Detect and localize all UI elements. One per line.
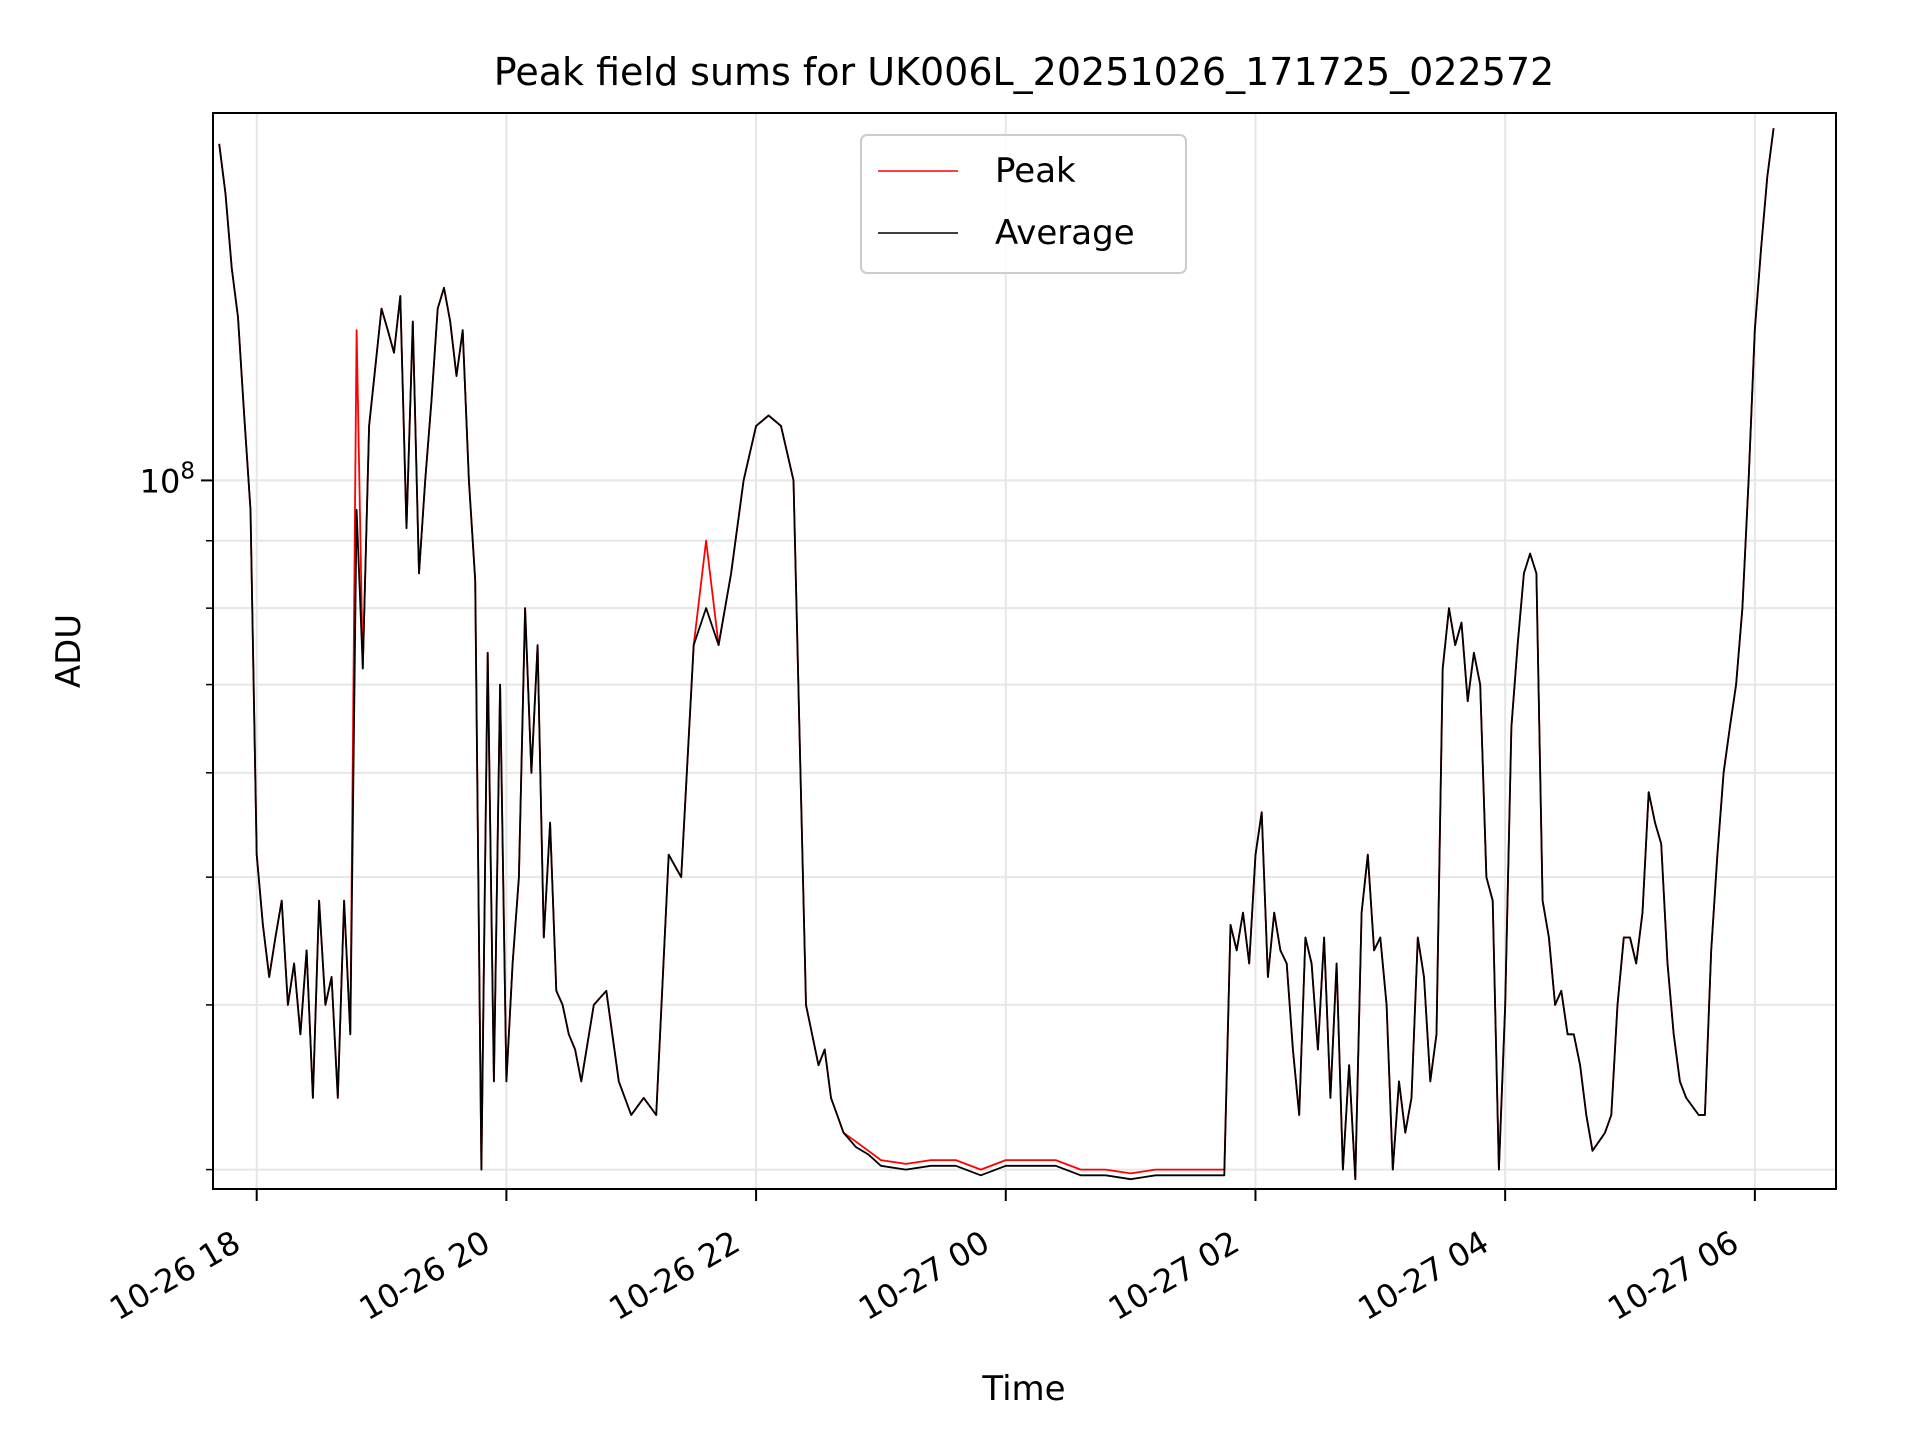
x-tick-label: 10-27 02 [1102,1223,1246,1328]
grid [213,113,1836,1189]
y-axis: 108 [140,458,213,1171]
legend-average-label: Average [995,213,1135,253]
x-tick-label: 10-26 22 [602,1223,746,1328]
series-line-average [218,128,1775,1181]
x-tick-label: 10-27 06 [1601,1223,1745,1328]
legend-box [860,134,1187,274]
x-tick-label: 10-26 18 [103,1223,247,1328]
x-tick-label: 10-27 04 [1352,1223,1496,1328]
chart-title: Peak field sums for UK006L_20251026_1717… [494,50,1554,94]
x-tick-label: 10-26 20 [353,1223,497,1328]
series-layer [218,128,1775,1181]
y-tick-label: 108 [140,458,195,500]
plot-frame [212,112,1837,1190]
series-line-peak [218,128,1775,1181]
legend-peak-label: Peak [995,151,1076,191]
x-axis: 10-26 18 10-26 20 10-26 22 10-27 00 10-27 02… [103,1189,1756,1328]
y-axis-label: ADU [49,614,89,688]
legend: Peak Average [860,134,1187,274]
x-tick-label: 10-27 00 [852,1223,996,1328]
x-axis-label: Time [981,1369,1065,1409]
